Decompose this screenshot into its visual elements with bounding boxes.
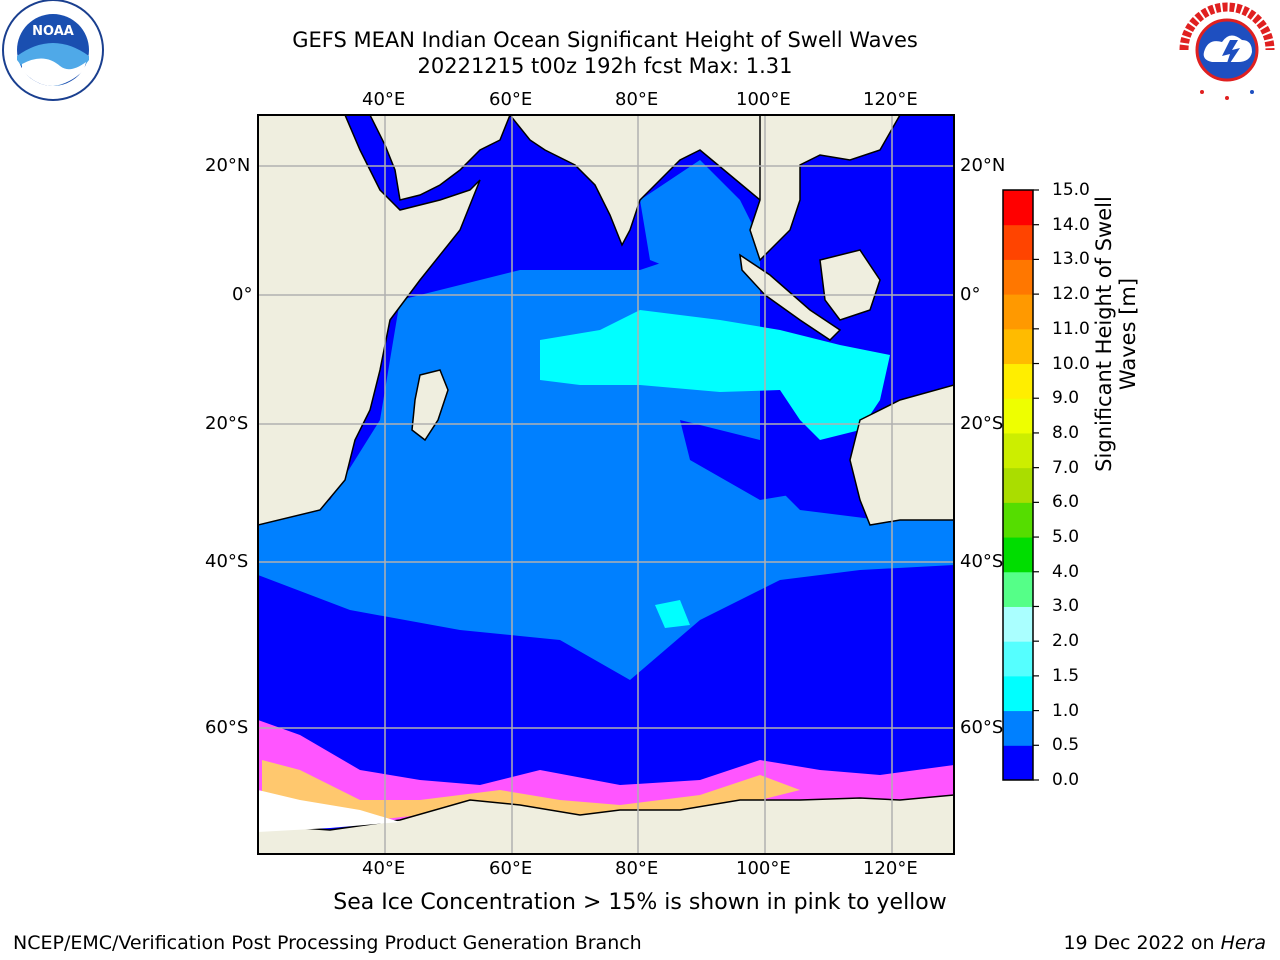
colorbar-segment (1003, 571, 1033, 607)
lat-label-right: 0° (960, 284, 981, 305)
colorbar-title-line1: Significant Height of Swell (1092, 196, 1116, 472)
footer-host: Hera (1220, 932, 1266, 954)
lat-label-left: 60°S (205, 717, 249, 738)
central-high-swell (540, 310, 890, 440)
colorbar-segment (1003, 190, 1033, 226)
national-weather-service-logo (1179, 2, 1275, 100)
colorbar-segment (1003, 537, 1033, 573)
lat-label-right: 60°S (960, 717, 1004, 738)
colorbar-segment (1003, 502, 1033, 538)
colorbar-tick-label: 0.5 (1052, 735, 1080, 756)
colorbar-segment (1003, 328, 1033, 365)
arabia-land (369, 115, 511, 201)
lat-label-left: 20°N (205, 155, 251, 176)
lat-label-right: 20°S (960, 413, 1004, 434)
colorbar-title-line2: Waves [m] (1116, 277, 1140, 391)
lon-label-bottom: 40°E (362, 858, 406, 879)
colorbar-segment (1003, 432, 1033, 469)
colorbar-tick-label: 13.0 (1052, 249, 1090, 270)
lon-label-top: 100°E (736, 89, 791, 110)
colorbar-tick-label: 6.0 (1052, 492, 1080, 513)
colorbar-title: Significant Height of Swell Waves [m] (1092, 184, 1152, 484)
colorbar-tick-label: 0.0 (1052, 770, 1080, 790)
colorbar-tick-label: 2.0 (1052, 631, 1080, 652)
colorbar-tick-label: 8.0 (1052, 422, 1080, 443)
noaa-logo: NOAA (2, 0, 104, 101)
colorbar-segment (1003, 745, 1033, 781)
australia-land (849, 384, 954, 526)
lon-label-bottom: 80°E (615, 858, 659, 879)
colorbar-segment (1003, 710, 1033, 746)
africa-land (258, 115, 481, 526)
colorbar-tick-label: 10.0 (1052, 353, 1090, 374)
lon-label-bottom: 120°E (863, 858, 918, 879)
lon-label-top: 80°E (615, 89, 659, 110)
lat-label-right: 20°N (960, 155, 1006, 176)
colorbar-tick-label: 7.0 (1052, 457, 1080, 478)
colorbar-tick-label: 14.0 (1052, 214, 1090, 235)
lon-label-top: 60°E (489, 89, 533, 110)
colorbar-segment (1003, 606, 1033, 642)
lat-label-left: 40°S (205, 551, 249, 572)
lat-label-left: 20°S (205, 413, 249, 434)
lon-label-top: 120°E (863, 89, 918, 110)
colorbar-segment (1003, 675, 1033, 712)
chart-subtitle: 20221215 t00z 192h fcst Max: 1.31 (417, 54, 793, 78)
lon-label-bottom: 60°E (489, 858, 533, 879)
south-midocean-low-swell (680, 420, 820, 500)
colorbar-tick-label: 12.0 (1052, 284, 1090, 305)
colorbar-tick-label: 5.0 (1052, 527, 1080, 548)
lon-label-top: 40°E (362, 89, 406, 110)
colorbar-tick-label: 1.5 (1052, 665, 1080, 686)
sea-ice-high (262, 760, 800, 830)
footer-credit: NCEP/EMC/Verification Post Processing Pr… (13, 932, 642, 954)
lat-label-right: 40°S (960, 551, 1004, 572)
colorbar-segment (1003, 398, 1033, 434)
colorbar-segment (1003, 467, 1033, 503)
colorbar-segment (1003, 294, 1033, 330)
colorbar-tick-label: 4.0 (1052, 561, 1080, 582)
map-frame (257, 114, 955, 855)
colorbar-tick-label: 1.0 (1052, 700, 1080, 721)
lat-label-left: 0° (232, 284, 253, 305)
colorbar-tick-label: 15.0 (1052, 180, 1090, 200)
colorbar-segment (1003, 363, 1033, 399)
colorbar-tick-label: 9.0 (1052, 388, 1080, 409)
footer-date-text: 19 Dec 2022 on (1063, 932, 1221, 954)
svg-text:NOAA: NOAA (32, 24, 74, 39)
colorbar-frame (1002, 189, 1034, 781)
colorbar-segment (1003, 259, 1033, 295)
southeast-asia-land (749, 115, 901, 262)
sea-ice-caption: Sea Ice Concentration > 15% is shown in … (333, 890, 947, 915)
antarctic-ice-shelf (258, 790, 400, 832)
lon-label-bottom: 100°E (736, 858, 791, 879)
bay-of-bengal-low-swell (640, 160, 770, 290)
colorbar-tick-label: 3.0 (1052, 596, 1080, 617)
map-gridlines (258, 115, 954, 854)
madagascar-land (411, 369, 449, 442)
south-high-swell-patch (655, 600, 690, 628)
colorbar-tick-label: 11.0 (1052, 318, 1090, 339)
footer-date: 19 Dec 2022 on Hera (1063, 932, 1266, 954)
colorbar-segment (1003, 641, 1033, 677)
borneo-land (819, 249, 881, 321)
chart-title: GEFS MEAN Indian Ocean Significant Heigh… (292, 28, 918, 52)
colorbar-segment (1003, 224, 1033, 260)
